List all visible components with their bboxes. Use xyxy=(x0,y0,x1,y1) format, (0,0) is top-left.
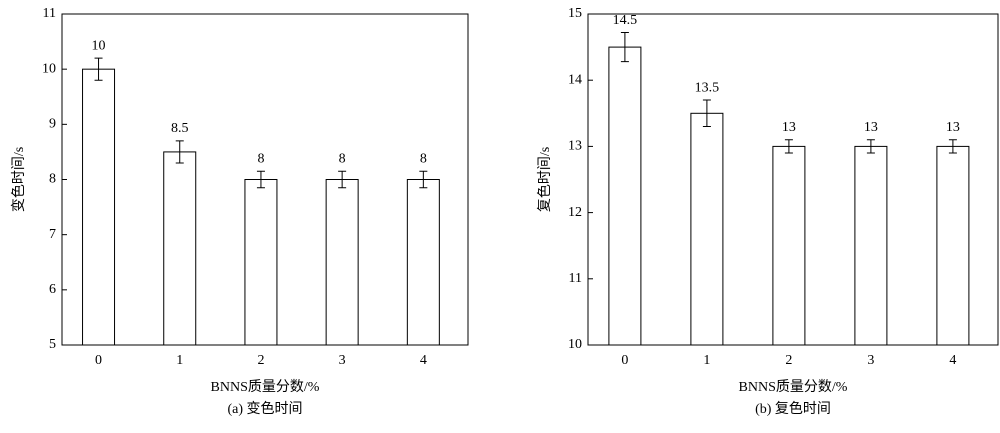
x-tick-label: 3 xyxy=(339,353,346,368)
bar xyxy=(82,68,116,346)
error-bar xyxy=(866,139,875,154)
bar xyxy=(406,179,440,346)
x-tick-label: 0 xyxy=(621,353,628,368)
bar xyxy=(936,145,970,346)
data-label: 8 xyxy=(257,151,264,166)
y-tick-label: 12 xyxy=(568,205,582,220)
y-axis-label: 复色时间/s xyxy=(536,147,553,212)
x-tick-label: 2 xyxy=(785,353,792,368)
x-axis-label: BNNS质量分数/% xyxy=(739,379,848,395)
y-axis-label: 变色时间/s xyxy=(10,147,27,212)
bar xyxy=(854,145,888,346)
y-tick-label: 13 xyxy=(568,139,582,154)
caption: (b) 复色时间 xyxy=(755,400,831,417)
y-tick-label: 9 xyxy=(49,117,56,132)
data-label: 8.5 xyxy=(171,121,189,136)
x-tick-label: 0 xyxy=(95,353,102,368)
bar xyxy=(772,145,806,346)
error-bar xyxy=(620,32,629,63)
y-tick-label: 11 xyxy=(43,6,56,21)
data-label: 13 xyxy=(782,120,796,135)
x-tick-label: 3 xyxy=(867,353,874,368)
y-tick-label: 14 xyxy=(568,72,582,87)
error-bar xyxy=(784,139,793,154)
bar xyxy=(608,46,642,346)
x-tick-label: 4 xyxy=(949,353,956,368)
y-tick-label: 10 xyxy=(42,61,56,76)
error-bar xyxy=(948,139,957,154)
error-bar xyxy=(256,170,265,189)
bar xyxy=(163,151,197,346)
y-tick-label: 6 xyxy=(49,282,56,297)
x-tick-label: 1 xyxy=(176,353,183,368)
x-tick-label: 2 xyxy=(257,353,264,368)
data-label: 10 xyxy=(92,38,106,53)
y-tick-label: 5 xyxy=(49,337,56,352)
bar xyxy=(244,179,278,346)
data-label: 13.5 xyxy=(695,80,720,95)
data-label: 14.5 xyxy=(613,13,638,28)
x-axis-label: BNNS质量分数/% xyxy=(211,379,320,395)
y-tick-label: 15 xyxy=(568,6,582,21)
x-tick-label: 4 xyxy=(420,353,427,368)
x-tick-label: 1 xyxy=(703,353,710,368)
error-bar xyxy=(338,170,347,189)
y-tick-label: 11 xyxy=(569,271,582,286)
error-bar xyxy=(94,57,103,81)
data-label: 8 xyxy=(339,151,346,166)
error-bar xyxy=(175,140,184,164)
error-bar xyxy=(419,170,428,189)
y-tick-label: 8 xyxy=(49,172,56,187)
bar xyxy=(690,112,724,346)
error-bar xyxy=(702,99,711,128)
data-label: 13 xyxy=(946,120,960,135)
data-label: 13 xyxy=(864,120,878,135)
data-label: 8 xyxy=(420,151,427,166)
y-tick-label: 7 xyxy=(49,227,56,242)
caption: (a) 变色时间 xyxy=(227,400,302,417)
y-tick-label: 10 xyxy=(568,337,582,352)
bar xyxy=(325,179,359,346)
